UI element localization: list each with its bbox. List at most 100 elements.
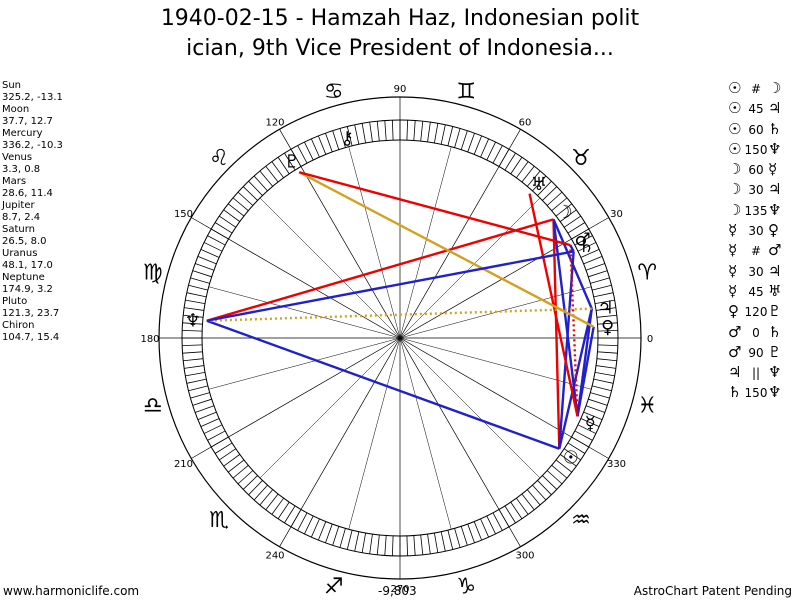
degree-tick: [384, 535, 387, 556]
planet-glyph-uranus: ♅: [531, 174, 547, 195]
degree-tick: [200, 248, 220, 258]
zodiac-sign-glyph: ♌: [209, 146, 229, 171]
position-name-venus: Venus: [2, 152, 33, 163]
zodiac-sign-glyph: ♊: [456, 80, 476, 105]
aspect-row: ♂ 90 ♇: [728, 342, 784, 362]
degree-tick: [223, 209, 241, 222]
zodiac-sign-glyph: ♈: [637, 261, 657, 286]
planet-glyph-mars: ♂: [575, 229, 591, 250]
aspect-planet-1: ☽: [728, 180, 742, 199]
degree-tick: [339, 528, 346, 548]
degree-tick: [542, 475, 558, 490]
degree-tick: [203, 424, 223, 434]
degree-tick: [219, 448, 237, 461]
aspect-type: #: [750, 82, 762, 96]
degree-tick: [574, 430, 593, 441]
degree-tick: [182, 351, 203, 354]
position-name-chiron: Chiron: [2, 320, 35, 331]
degree-tick: [325, 523, 333, 543]
degree-tick: [214, 442, 233, 454]
degree-label: 150: [174, 209, 193, 220]
degree-tick: [440, 124, 446, 145]
position-value-chiron: 104.7, 15.4: [2, 332, 60, 343]
degree-label: 270: [390, 584, 409, 595]
degree-tick: [510, 157, 523, 175]
degree-tick: [585, 405, 605, 413]
position-value-pluto: 121.3, 23.7: [2, 308, 60, 319]
degree-tick: [391, 120, 394, 141]
degree-tick: [332, 526, 340, 546]
aspect-planet-2: ♆: [768, 383, 782, 402]
degree-tick: [184, 307, 204, 311]
degree-tick: [242, 186, 258, 201]
degree-tick: [297, 145, 308, 164]
degree-tick: [467, 523, 475, 543]
aspect-row: ♀ 120♇: [728, 301, 784, 321]
aspect-type: 150: [744, 142, 768, 157]
position-name-jupiter: Jupiter: [2, 200, 35, 211]
aspect-planet-1: ☿: [728, 261, 738, 280]
degree-tick: [182, 322, 203, 325]
degree-label: 0: [647, 334, 653, 345]
aspect-planet-1: ☿: [728, 221, 738, 240]
degree-tick: [304, 515, 314, 535]
degree-tick: [284, 152, 296, 171]
aspect-type: 0: [752, 325, 760, 340]
degree-tick: [433, 123, 439, 144]
degree-tick: [460, 130, 468, 150]
aspect-planet-1: ♂: [728, 322, 742, 341]
aspect-type: 90: [748, 345, 764, 360]
position-name-mercury: Mercury: [2, 128, 43, 139]
degree-tick: [207, 430, 226, 441]
degree-tick: [516, 161, 529, 179]
degree-tick: [521, 493, 535, 511]
degree-tick: [317, 521, 327, 541]
aspect-type: #: [750, 244, 762, 259]
aspect-planet-1: ☽: [728, 200, 742, 219]
degree-tick: [593, 292, 614, 298]
aspect-planet-1: ☽: [728, 160, 742, 179]
aspect-row: ♄ 150♆: [728, 382, 784, 402]
degree-tick: [563, 215, 581, 228]
degree-tick: [532, 484, 547, 501]
aspect-type: 30: [748, 224, 764, 239]
aspect-planet-1: ☉: [728, 139, 742, 158]
aspect-row: ☉ 45 ♃: [728, 98, 784, 118]
degree-tick: [265, 165, 279, 183]
aspect-row: ☉ # ☽: [728, 78, 784, 98]
degree-tick: [391, 535, 394, 556]
aspect-row: ☽ 60 ☿: [728, 159, 784, 179]
degree-label: 330: [607, 459, 626, 470]
degree-tick: [486, 515, 496, 535]
aspect-row: ☽ 30 ♃: [728, 179, 784, 199]
aspect-planet-1: ☉: [728, 79, 742, 97]
planet-glyph-pluto: ♇: [284, 151, 300, 172]
degree-label: 300: [515, 551, 534, 562]
degree-tick: [354, 531, 360, 552]
degree-tick: [577, 424, 597, 434]
aspect-line-sun-jupiter: [558, 308, 593, 449]
degree-tick: [467, 133, 475, 153]
degree-tick: [277, 501, 290, 519]
degree-tick: [585, 263, 605, 271]
zodiac-sign-glyph: ♉: [571, 146, 591, 171]
degree-tick: [594, 299, 615, 305]
zodiac-sign-glyph: ♑: [456, 574, 476, 599]
degree-tick: [580, 418, 600, 428]
position-name-pluto: Pluto: [2, 296, 28, 307]
aspect-planet-2: ♂: [768, 241, 782, 260]
aspect-line-jupiter-neptune: [206, 307, 592, 322]
degree-tick: [567, 442, 586, 454]
degree-tick: [420, 534, 424, 555]
degree-tick: [253, 175, 268, 192]
aspect-line-mars-pluto: [298, 171, 571, 247]
degree-tick: [376, 534, 380, 555]
aspect-type: 150: [744, 386, 768, 401]
degree-tick: [346, 126, 353, 146]
degree-tick: [237, 191, 254, 206]
position-value-moon: 37.7, 12.7: [2, 116, 53, 127]
degree-tick: [253, 484, 268, 501]
website-link[interactable]: www.harmoniclife.com: [3, 584, 140, 598]
degree-tick: [259, 489, 274, 506]
